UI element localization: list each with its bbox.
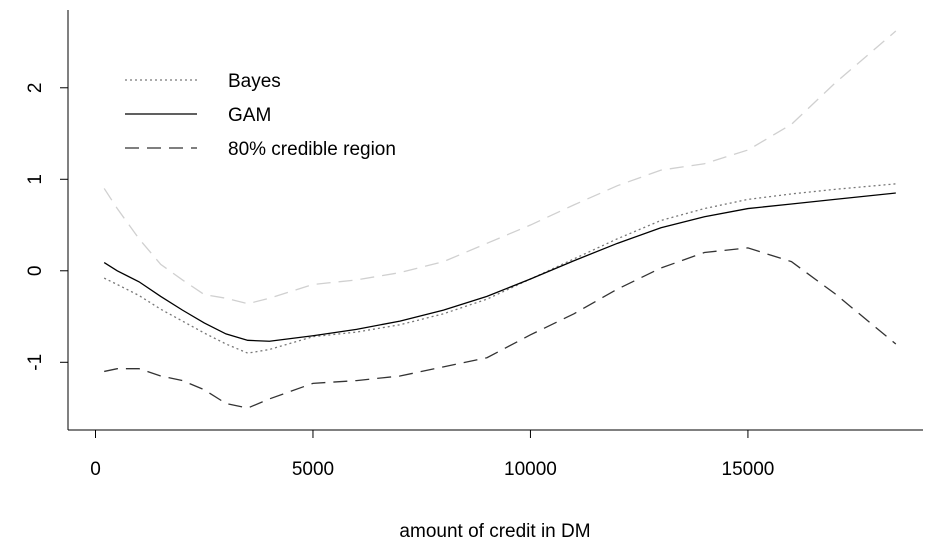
y-tick-label: 1 bbox=[25, 174, 46, 185]
x-tick-label: 10000 bbox=[504, 459, 557, 480]
legend-label: Bayes bbox=[228, 71, 281, 92]
series-line bbox=[103, 183, 896, 354]
y-tick-label: 0 bbox=[25, 265, 46, 276]
y-tick-label: -1 bbox=[25, 354, 46, 371]
band-upper-line bbox=[103, 30, 897, 305]
x-tick-label: 15000 bbox=[722, 459, 775, 480]
y-tick-label: 2 bbox=[25, 82, 46, 93]
x-tick-label: 0 bbox=[90, 459, 101, 480]
legend-label: 80% credible region bbox=[228, 139, 396, 160]
x-tick-label: 5000 bbox=[292, 459, 334, 480]
x-axis-label: amount of credit in DM bbox=[399, 521, 590, 542]
series-line bbox=[103, 192, 896, 342]
band-lower-line bbox=[104, 247, 897, 409]
legend-label: GAM bbox=[228, 105, 271, 126]
